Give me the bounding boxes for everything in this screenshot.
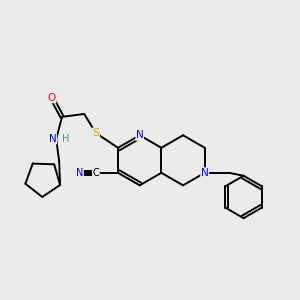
Text: N: N [76,168,83,178]
Text: N: N [136,130,144,140]
Text: O: O [48,93,56,103]
Text: S: S [92,128,100,138]
Text: H: H [62,134,69,144]
Text: N: N [49,134,56,144]
Text: C: C [93,168,99,178]
Text: N: N [201,168,208,178]
